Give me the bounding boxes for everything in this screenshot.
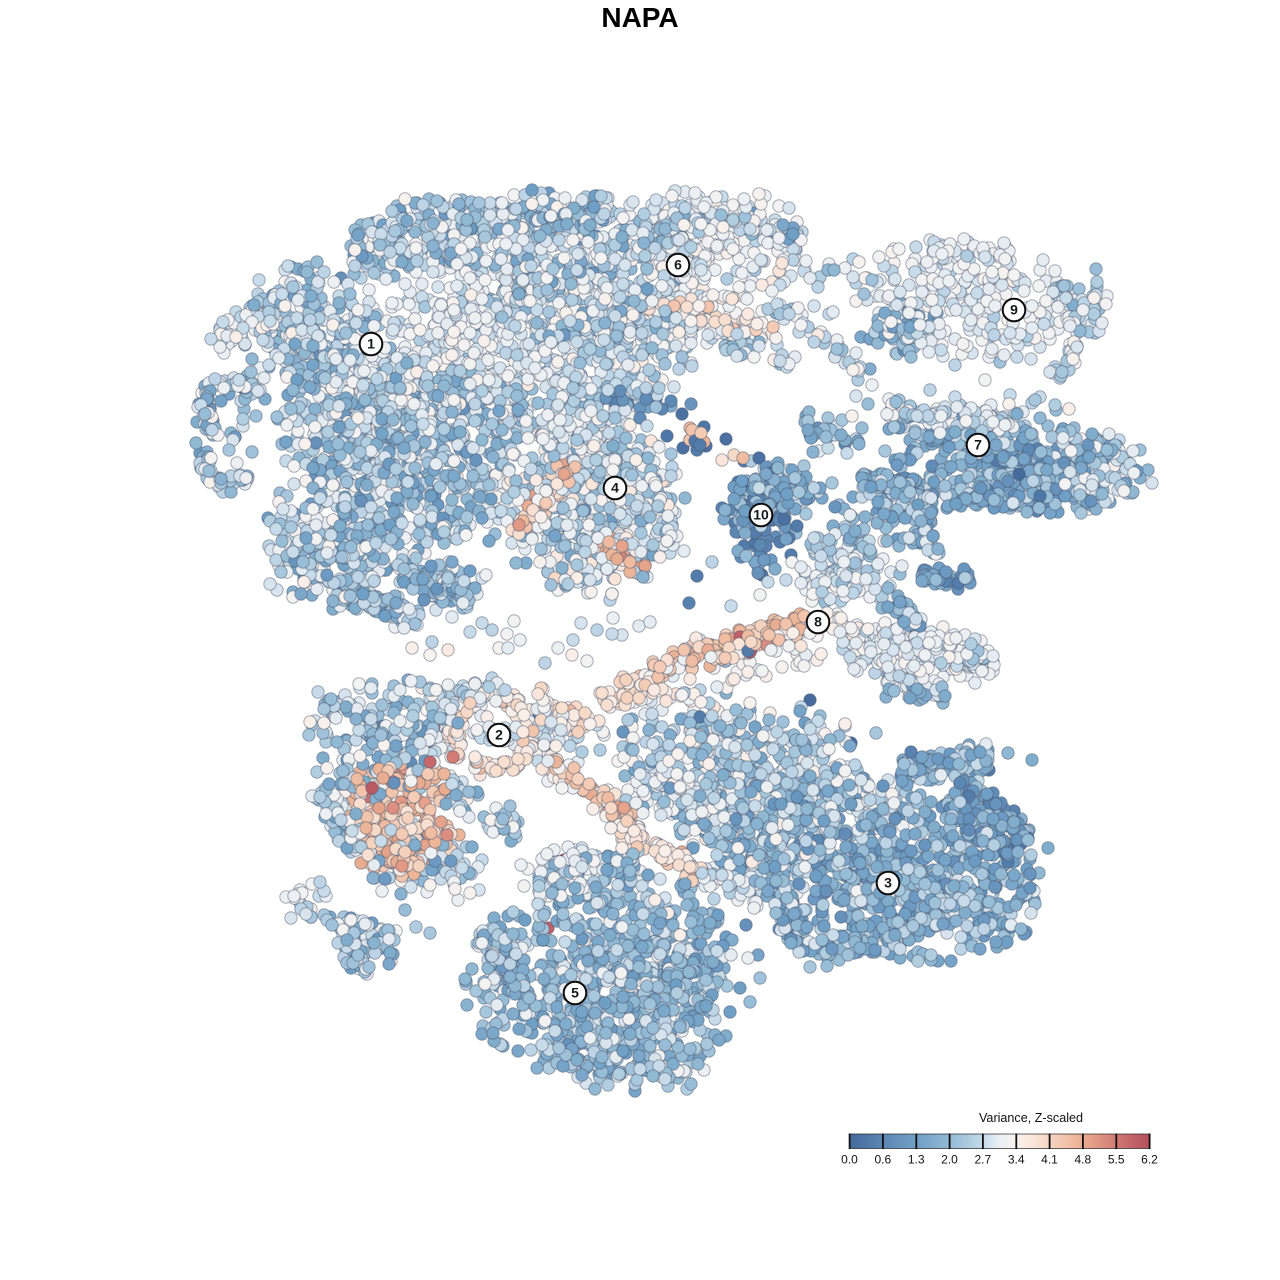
- svg-text:NAPA: NAPA: [601, 2, 678, 33]
